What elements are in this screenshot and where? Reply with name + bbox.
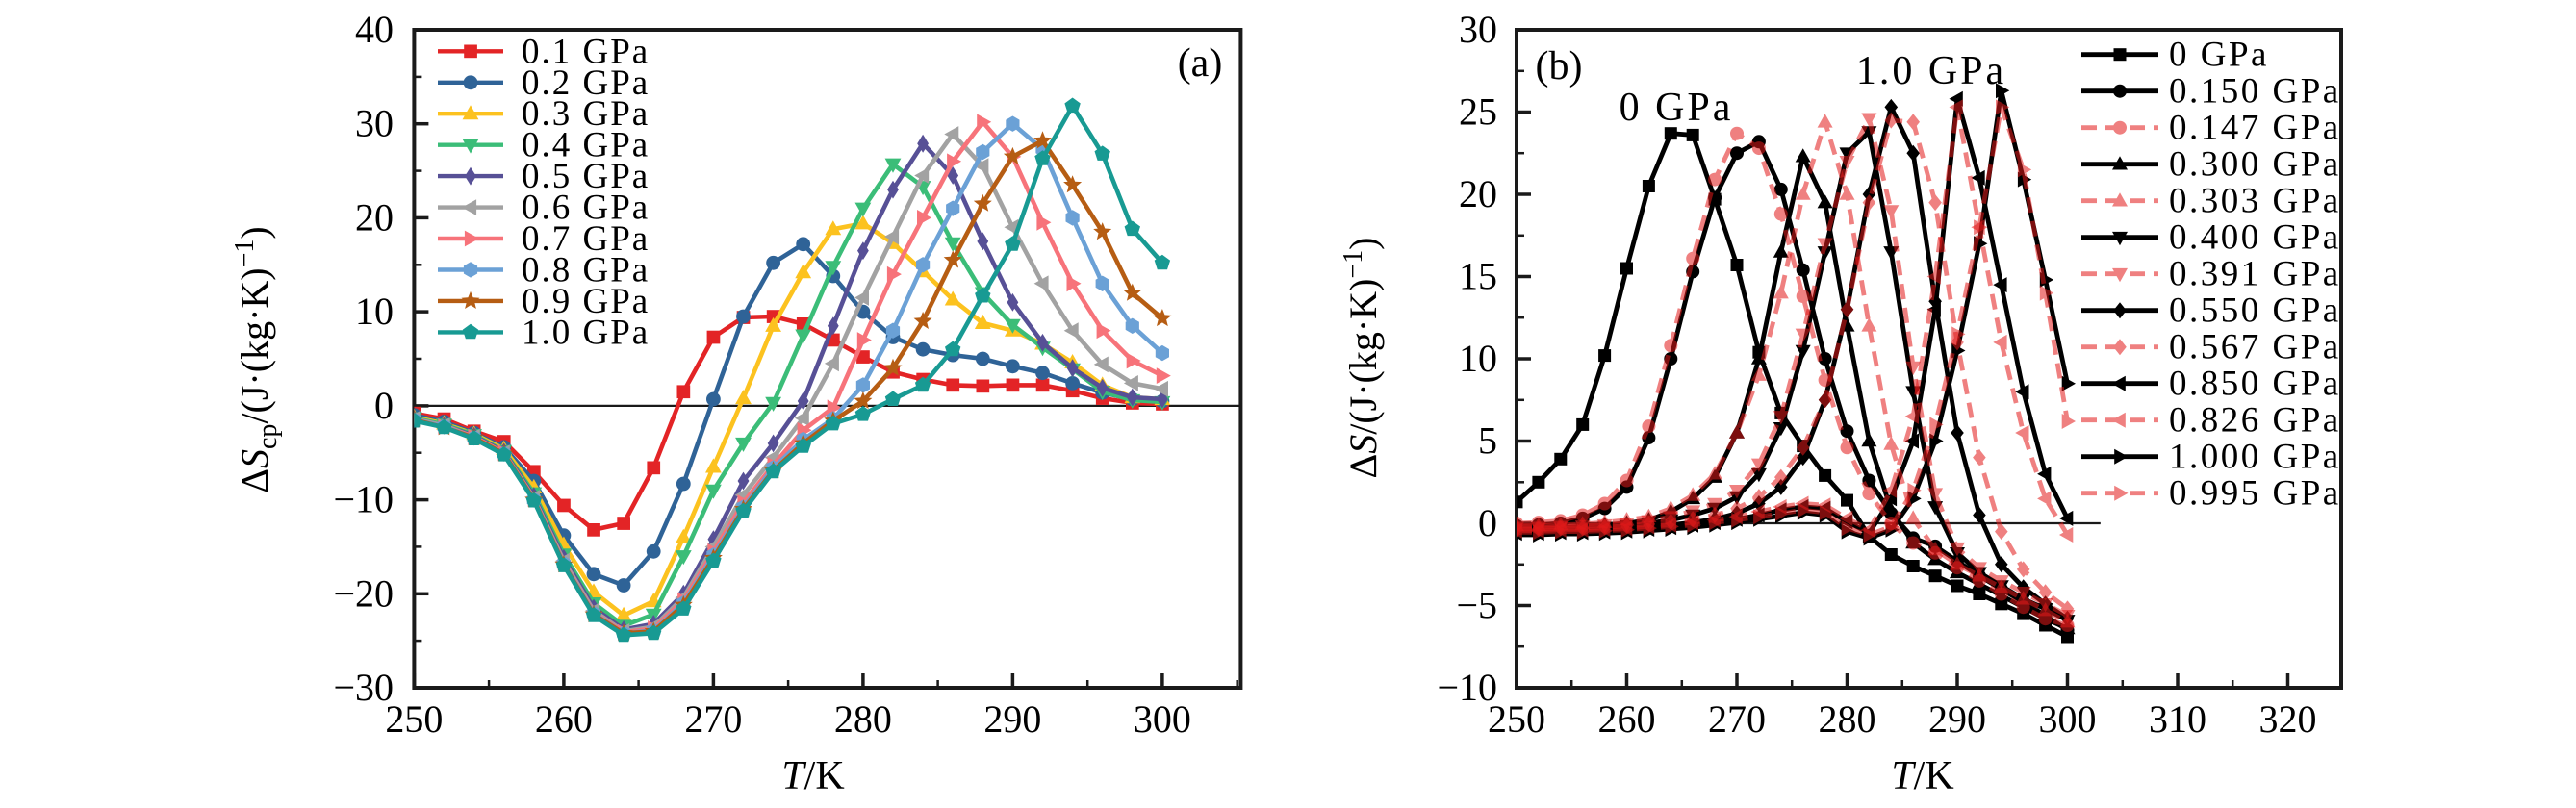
svg-text:0.6 GPa: 0.6 GPa — [522, 189, 650, 228]
svg-text:0.8 GPa: 0.8 GPa — [522, 251, 650, 290]
svg-text:−20: −20 — [333, 571, 394, 615]
svg-text:0.150 GPa: 0.150 GPa — [2169, 72, 2341, 112]
svg-text:−10: −10 — [1437, 666, 1497, 709]
svg-text:260: 260 — [1598, 697, 1656, 741]
svg-text:25: 25 — [1459, 90, 1497, 134]
svg-text:0.995 GPa: 0.995 GPa — [2169, 474, 2341, 514]
svg-text:0.400 GPa: 0.400 GPa — [2169, 218, 2341, 258]
svg-text:0.567 GPa: 0.567 GPa — [2169, 328, 2341, 367]
svg-text:0 GPa: 0 GPa — [2169, 36, 2269, 75]
svg-text:40: 40 — [355, 8, 394, 51]
svg-text:(a): (a) — [1178, 41, 1223, 86]
svg-text:0.9 GPa: 0.9 GPa — [522, 282, 650, 321]
svg-text:260: 260 — [535, 697, 593, 741]
svg-text:1.000 GPa: 1.000 GPa — [2169, 438, 2341, 477]
svg-text:250: 250 — [1488, 697, 1545, 741]
svg-text:1.0 GPa: 1.0 GPa — [1856, 49, 2006, 93]
svg-text:T/K: T/K — [781, 754, 844, 798]
svg-text:0.147 GPa: 0.147 GPa — [2169, 109, 2341, 148]
svg-text:1.0 GPa: 1.0 GPa — [522, 313, 650, 352]
svg-text:280: 280 — [1819, 697, 1876, 741]
svg-text:10: 10 — [355, 290, 394, 333]
svg-text:290: 290 — [983, 697, 1041, 741]
svg-text:0: 0 — [374, 384, 394, 427]
svg-text:310: 310 — [2149, 697, 2206, 741]
svg-text:320: 320 — [2259, 697, 2317, 741]
svg-text:0.300 GPa: 0.300 GPa — [2169, 145, 2341, 185]
svg-text:0: 0 — [1478, 501, 1497, 544]
svg-text:10: 10 — [1459, 337, 1497, 380]
svg-text:0.4 GPa: 0.4 GPa — [522, 126, 650, 165]
svg-text:−30: −30 — [333, 666, 394, 709]
svg-text:15: 15 — [1459, 255, 1497, 298]
svg-text:−10: −10 — [333, 478, 394, 521]
svg-text:5: 5 — [1478, 419, 1497, 463]
svg-text:0.826 GPa: 0.826 GPa — [2169, 401, 2341, 441]
svg-text:0.303 GPa: 0.303 GPa — [2169, 182, 2341, 221]
svg-text:270: 270 — [684, 697, 742, 741]
svg-text:0.7 GPa: 0.7 GPa — [522, 219, 650, 259]
svg-text:30: 30 — [355, 102, 394, 145]
svg-text:300: 300 — [2039, 697, 2097, 741]
svg-text:290: 290 — [1928, 697, 1986, 741]
svg-text:20: 20 — [1459, 172, 1497, 215]
svg-text:250: 250 — [385, 697, 443, 741]
svg-text:270: 270 — [1708, 697, 1766, 741]
svg-text:0.5 GPa: 0.5 GPa — [522, 157, 650, 196]
svg-text:30: 30 — [1459, 8, 1497, 51]
svg-text:0.550 GPa: 0.550 GPa — [2169, 291, 2341, 331]
svg-text:−5: −5 — [1456, 584, 1497, 627]
svg-text:(b): (b) — [1536, 44, 1583, 88]
svg-text:20: 20 — [355, 195, 394, 239]
svg-text:0.2 GPa: 0.2 GPa — [522, 63, 650, 103]
svg-text:T/K: T/K — [1891, 754, 1953, 798]
svg-text:0.3 GPa: 0.3 GPa — [522, 94, 650, 134]
svg-text:0.391 GPa: 0.391 GPa — [2169, 255, 2341, 294]
svg-text:0.850 GPa: 0.850 GPa — [2169, 365, 2341, 404]
svg-text:280: 280 — [834, 697, 892, 741]
svg-text:0 GPa: 0 GPa — [1620, 86, 1734, 130]
svg-text:300: 300 — [1134, 697, 1191, 741]
svg-text:0.1 GPa: 0.1 GPa — [522, 32, 650, 71]
